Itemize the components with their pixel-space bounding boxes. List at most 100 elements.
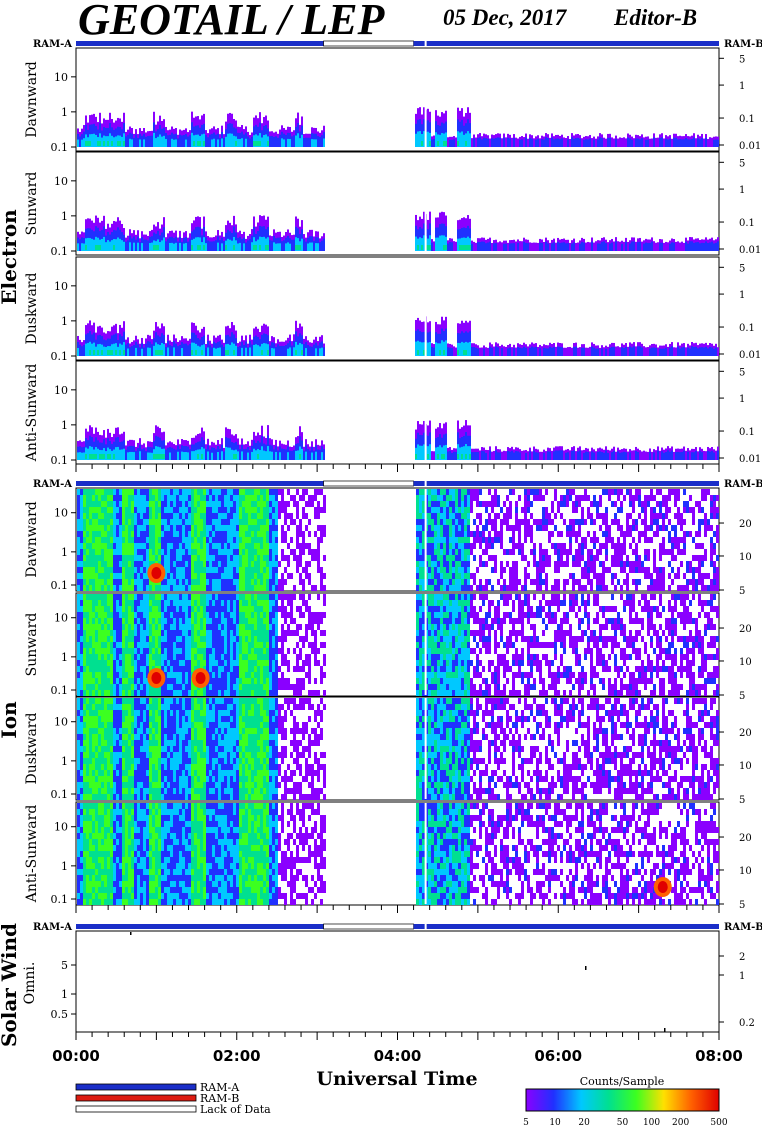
y-tick-label: 10 [54,280,68,293]
hot-spot-core [195,672,206,684]
ram-a-segment [76,41,324,46]
y-tick-label: 0.1 [51,245,69,258]
data-point [585,966,587,970]
y-tick-label: 10 [54,71,68,84]
ram-notch [424,41,427,46]
y-tick-label: 1 [61,860,68,873]
group-label-ion: Ion [0,701,21,739]
y-tick-label: 1 [61,315,68,328]
y-tick-label-right: 5 [739,54,745,65]
y-tick-label-right: 5 [739,158,745,169]
lack-of-data-segment [323,480,414,487]
y-tick-label-right: 1 [739,394,745,405]
colorbar-tick: 50 [617,1118,629,1128]
y-tick-label-right: 1 [739,290,745,301]
panel-label: Duskward [24,273,40,345]
x-tick-row [75,905,720,913]
x-tick-label: 04:00 [374,1047,422,1065]
hot-spot-core [151,672,162,684]
data-point [664,1028,666,1032]
y-tick-label: 10 [54,716,68,729]
y-tick-label-right: 20 [739,519,752,530]
y-tick-label: 5 [61,959,68,972]
plot-editor: Editor-B [614,5,698,30]
panel-label: Sunward [24,613,40,677]
ram-bar: RAM-A RAM-B [33,922,762,933]
legend-label: RAM-B [200,1092,239,1105]
legend-swatch [75,1105,197,1113]
legend-label: RAM-A [200,1081,240,1094]
group-label-solar-wind: Solar Wind [0,923,21,1047]
ram-b-segment [413,481,719,486]
y-tick-label-right: 5 [739,900,745,911]
ram-notch [424,481,427,486]
plot-date: 05 Dec, 2017 [443,5,567,30]
ion-panel-dawnward: 0.1 1 10 5 10 20 Dawnward [24,487,752,597]
y-tick-label: 1 [61,419,68,432]
hot-spot-core [657,881,668,893]
y-tick-label: 0.1 [51,684,69,697]
y-tick-label-right: 5 [739,586,745,597]
y-tick-label: 10 [54,175,68,188]
ram-b-segment [413,924,719,929]
colorbar: Counts/Sample 5 10 20 50 100 200 500 [523,1075,728,1128]
y-tick-label: 0.1 [51,350,69,363]
ram-a-label: RAM-A [33,479,72,490]
panel-label: Duskward [24,713,40,785]
y-tick-label-right: 0.1 [739,323,755,334]
ram-b-label: RAM-B [724,479,762,490]
hot-spot-core [151,567,162,579]
y-tick-label-right: 2 [739,952,745,963]
y-tick-label-right: 10 [739,552,752,563]
x-tick-label: 00:00 [52,1047,100,1065]
y-tick-label-right: 0.1 [739,427,755,438]
colorbar-title: Counts/Sample [580,1075,665,1088]
colorbar-gradient [525,1088,720,1112]
colorbar-tick: 500 [710,1118,727,1128]
ram-a-label: RAM-A [33,922,72,933]
x-tick-label: 06:00 [534,1047,582,1065]
ram-b-label: RAM-B [724,39,762,50]
y-tick-label-right: 20 [739,728,752,739]
panel-frame [75,930,720,1033]
y-tick-label: 1 [61,546,68,559]
y-tick-label: 0.1 [51,788,69,801]
panel-label: Dawnward [24,501,40,578]
y-tick-label: 1 [61,651,68,664]
y-tick-label-right: 5 [739,691,745,702]
ram-a-label: RAM-A [33,39,72,50]
y-tick-label-right: 0.01 [739,141,761,152]
y-tick-label-right: 1 [739,971,745,982]
y-tick-label-right: 10 [739,866,752,877]
y-tick-label: 1 [61,988,68,1001]
y-tick-label: 1 [61,755,68,768]
y-tick-label: 1 [61,106,68,119]
y-tick-label-right: 0.01 [739,454,761,465]
ion-panel-sunward: 0.1 1 10 5 10 20 Sunward [24,592,752,702]
y-tick-label-right: 0.1 [739,218,755,229]
legend-label: Lack of Data [200,1103,271,1116]
lack-of-data-segment [323,40,414,47]
panel-label: Anti-Sunward [24,364,40,463]
panel-label: Dawnward [24,61,40,138]
electron-panel-duskward: 0.1 1 10 0.01 0.1 1 5 Duskward [24,256,761,363]
colorbar-tick: 100 [643,1118,660,1128]
x-tick-label: 08:00 [695,1047,743,1065]
y-tick-label-right: 1 [739,185,745,196]
y-tick-label: 0.1 [51,893,69,906]
plot-title: GEOTAIL / LEP [78,0,385,44]
y-tick-label-right: 0.01 [739,350,761,361]
y-tick-label: 10 [54,507,68,520]
y-tick-label: 0.1 [51,579,69,592]
y-tick-label: 1 [61,210,68,223]
group-label-electron: Electron [0,209,21,305]
y-tick-label-right: 5 [739,263,745,274]
ion-panel-duskward: 0.1 1 10 5 10 20 Duskward [24,696,752,806]
y-tick-label: 0.5 [51,1008,69,1021]
panel-label: Omni. [22,962,38,1005]
solar-wind-panel: 0.5 1 5 0.2 1 2 Omni. [22,930,755,1033]
colorbar-tick: 10 [549,1118,561,1128]
y-tick-label-right: 0.01 [739,245,761,256]
